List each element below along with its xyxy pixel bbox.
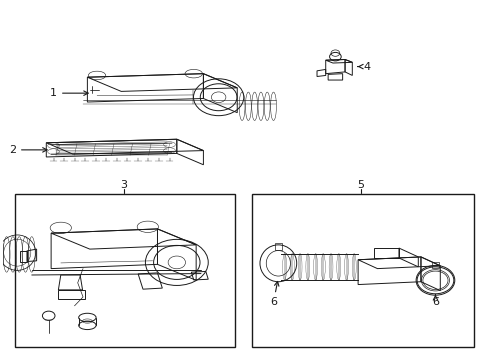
Text: 6: 6	[269, 282, 278, 307]
Bar	[251, 194, 473, 347]
Text: 1: 1	[50, 88, 88, 98]
Bar	[274, 243, 281, 250]
Bar	[15, 194, 234, 347]
Text: 3: 3	[120, 180, 127, 190]
Text: 6: 6	[431, 294, 438, 307]
Text: 4: 4	[357, 62, 369, 72]
Text: 5: 5	[356, 180, 363, 190]
Text: 2: 2	[9, 145, 47, 155]
Bar	[373, 248, 398, 258]
Bar	[431, 262, 438, 267]
